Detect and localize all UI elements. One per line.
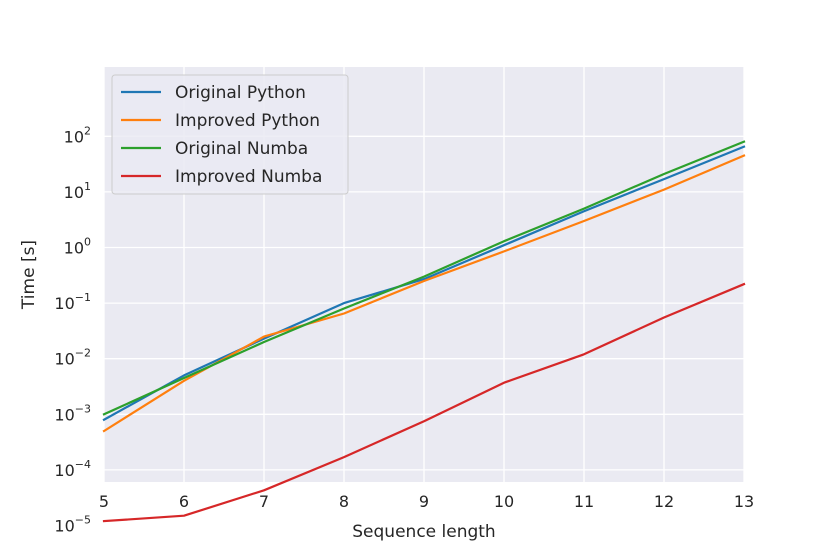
x-tick-label: 6 <box>179 492 189 511</box>
x-tick-label: 12 <box>654 492 674 511</box>
y-tick-labels: 10−5 10−4 10−3 10−2 10−1 100 101 102 <box>54 124 91 535</box>
series-line-4 <box>102 282 746 523</box>
x-tick-labels: 5 6 7 8 9 10 11 12 13 <box>99 492 754 511</box>
series-line-1 <box>102 145 746 422</box>
x-tick-label: 9 <box>419 492 429 511</box>
legend: Original Python Improved Python Original N… <box>111 74 349 195</box>
series-line-3 <box>102 140 746 416</box>
y-tick-label: 10−1 <box>54 291 91 313</box>
y-tick-label: 10−5 <box>54 514 91 536</box>
y-tick-label: 101 <box>64 180 91 202</box>
x-axis-label: Sequence length <box>352 522 495 542</box>
legend-label-3: Original Numba <box>175 139 308 159</box>
y-tick-label: 102 <box>64 124 91 146</box>
x-tick-label: 8 <box>339 492 349 511</box>
y-tick-label: 10−4 <box>54 458 91 480</box>
x-tick-label: 13 <box>734 492 754 511</box>
legend-label-4: Improved Numba <box>175 167 322 187</box>
y-tick-label: 10−2 <box>54 347 91 369</box>
y-tick-label: 10−3 <box>54 402 91 424</box>
legend-frame <box>111 74 349 195</box>
y-axis-label: Time [s] <box>19 240 39 310</box>
x-tick-label: 7 <box>259 492 269 511</box>
series-lines <box>102 140 746 523</box>
x-tick-label: 5 <box>99 492 109 511</box>
x-tick-label: 11 <box>574 492 594 511</box>
y-tick-label: 100 <box>64 236 91 258</box>
legend-label-1: Original Python <box>175 83 306 103</box>
legend-label-2: Improved Python <box>175 111 320 131</box>
x-tick-label: 10 <box>494 492 514 511</box>
